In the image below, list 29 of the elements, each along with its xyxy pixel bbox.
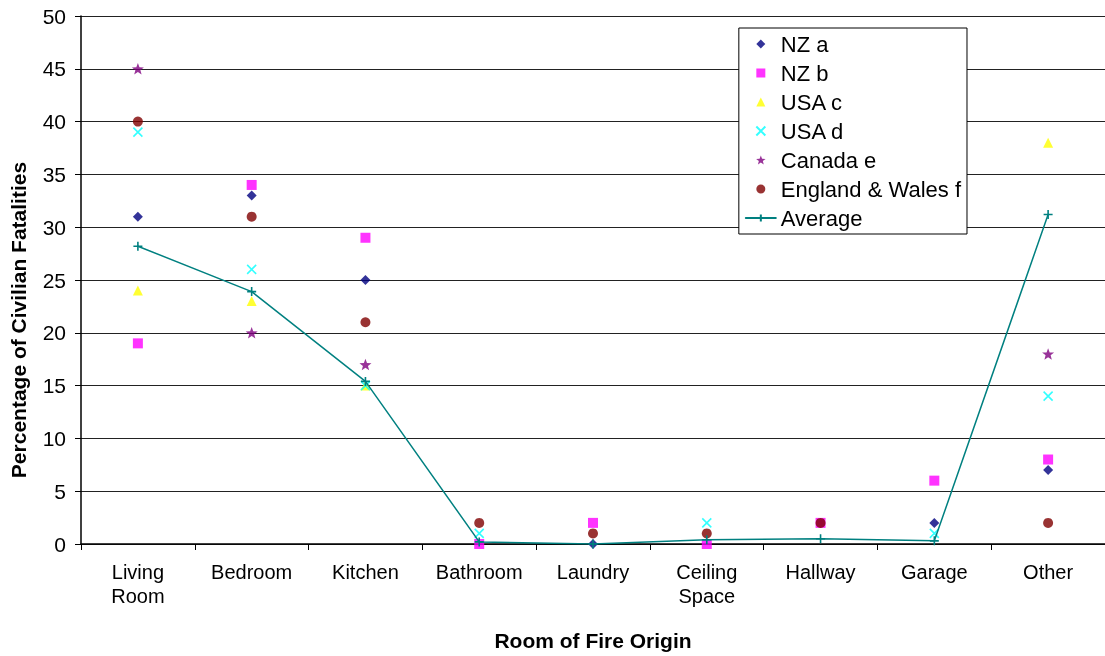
y-tick-label: 30 (42, 215, 66, 239)
x-tick-label: Bedroom (211, 561, 293, 583)
y-tick-label: 35 (42, 162, 66, 186)
x-tick-label: Bathroom (435, 561, 523, 583)
x-tick-label: Garage (900, 561, 968, 583)
y-tick-label: 15 (42, 374, 66, 398)
legend-label: USA d (780, 118, 844, 144)
y-tick-label: 20 (42, 321, 66, 345)
legend-label: Canada e (780, 147, 877, 173)
y-tick-label: 10 (42, 426, 66, 450)
legend-label: NZ a (780, 31, 830, 57)
x-tick-label: Other (1023, 561, 1074, 583)
x-tick-label: Ceiling Space (676, 561, 738, 607)
x-tick-label: Laundry (556, 561, 630, 583)
legend-label: Average (780, 205, 863, 231)
y-tick-label: 45 (42, 57, 66, 81)
x-tick-label: Hallway (785, 561, 856, 583)
x-tick-label: Living Room (111, 561, 165, 607)
y-tick-label: 50 (42, 4, 66, 28)
x-axis-title: Room of Fire Origin (494, 629, 692, 652)
legend-label: England & Wales f (780, 176, 962, 202)
y-tick-label: 40 (42, 110, 66, 134)
y-tick-label: 5 (54, 479, 66, 503)
x-tick-label: Kitchen (332, 561, 399, 583)
y-axis-title: Percentage of Civilian Fatalities (7, 161, 30, 479)
legend-label: USA c (780, 89, 842, 115)
y-tick-label: 25 (42, 268, 66, 292)
legend-label: NZ b (780, 60, 829, 86)
y-tick-label: 0 (54, 532, 66, 556)
